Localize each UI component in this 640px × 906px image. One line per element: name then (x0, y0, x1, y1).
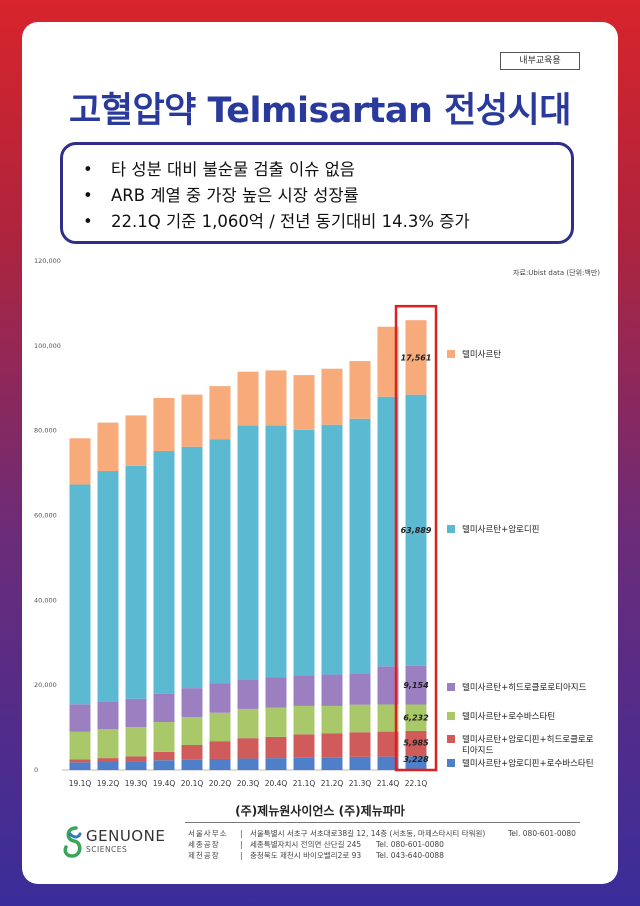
key-point: • ARB 계열 중 가장 높은 시장 성장률 (83, 183, 571, 209)
key-point: • 타 성분 대비 불순물 검출 이슈 없음 (83, 157, 571, 183)
footer-divider (185, 822, 580, 823)
bullet-marker: • (83, 212, 93, 231)
bullet-marker: • (83, 186, 93, 205)
internal-use-badge: 내부교육용 (500, 52, 580, 70)
source-note: 자료:Ubist data (단위:백만) (513, 269, 600, 277)
address-block: 서울사무소 | 서울특별시 서초구 서초대로38길 12, 14층 (서초동, 마제… (188, 828, 576, 861)
address-row: 제천공장 | 충청북도 제천시 바이오밸리2로 93 Tel. 043-640-008… (188, 851, 444, 860)
page-title: 고혈압약 Telmisartan 전성시대 (69, 91, 571, 131)
company-names: (주)제뉴원사이언스 (주)제뉴파마 (235, 804, 405, 818)
bullet-marker: • (83, 160, 93, 179)
key-point: • 22.1Q 기준 1,060억 / 전년 동기대비 14.3% 증가 (83, 209, 571, 235)
address-row: 서울사무소 | 서울특별시 서초구 서초대로38길 12, 14층 (서초동, 마제… (188, 829, 576, 838)
genuone-logo-icon (63, 826, 82, 858)
brand-subtitle: SCIENCES (86, 845, 128, 854)
brand-name: GENUONE (86, 827, 166, 845)
key-points-box: • 타 성분 대비 불순물 검출 이슈 없음 • ARB 계열 중 가장 높은 시장… (60, 142, 574, 244)
genuone-logo: GENUONE SCIENCES (62, 824, 180, 860)
address-row: 세종공장 | 세종특별자치시 전의면 산단길 245 Tel. 080-601-008… (188, 840, 444, 849)
